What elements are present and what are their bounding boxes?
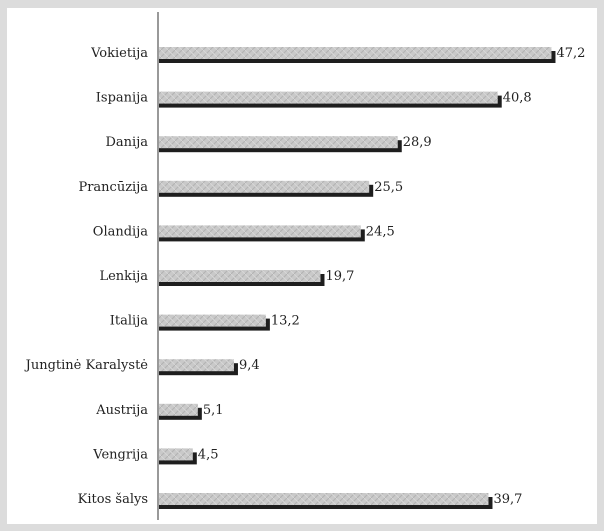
data-label: 19,7 bbox=[325, 269, 354, 284]
bar bbox=[159, 47, 552, 59]
category-label: Italija bbox=[110, 314, 148, 329]
data-label: 40,8 bbox=[503, 91, 532, 106]
data-label: 25,5 bbox=[374, 180, 403, 195]
category-label: Prancūzija bbox=[78, 180, 148, 195]
bar-chart: Vokietija 47,2 Ispanija 40,8 Danija 28,9 Pranc… bbox=[24, 12, 585, 520]
category-label: Vengrija bbox=[92, 447, 148, 462]
bar bbox=[159, 270, 321, 282]
category-label: Lenkija bbox=[99, 269, 148, 284]
data-label: 5,1 bbox=[203, 403, 224, 418]
data-label: 39,7 bbox=[493, 492, 522, 507]
category-label: Jungtinė Karalystė bbox=[24, 358, 149, 373]
data-label: 13,2 bbox=[271, 314, 300, 329]
bar bbox=[159, 91, 498, 104]
bar bbox=[159, 359, 234, 372]
bar bbox=[159, 493, 489, 505]
category-label: Kitos šalys bbox=[78, 492, 148, 507]
category-label: Olandija bbox=[93, 224, 148, 239]
data-label: 4,5 bbox=[198, 447, 219, 462]
category-label: Vokietija bbox=[90, 46, 148, 61]
bar bbox=[159, 314, 266, 327]
chart-frame: Vokietija 47,2 Ispanija 40,8 Danija 28,9 Pranc… bbox=[7, 8, 597, 524]
category-label: Danija bbox=[106, 135, 149, 150]
data-label: 9,4 bbox=[239, 358, 260, 373]
category-label: Austrija bbox=[95, 403, 148, 418]
data-label: 24,5 bbox=[366, 224, 395, 239]
bar bbox=[159, 136, 398, 149]
bar bbox=[159, 403, 198, 416]
bar bbox=[159, 180, 370, 193]
bar bbox=[159, 448, 193, 461]
category-label: Ispanija bbox=[96, 91, 148, 106]
bar bbox=[159, 225, 361, 238]
data-label: 28,9 bbox=[403, 135, 432, 150]
data-label: 47,2 bbox=[556, 46, 585, 61]
